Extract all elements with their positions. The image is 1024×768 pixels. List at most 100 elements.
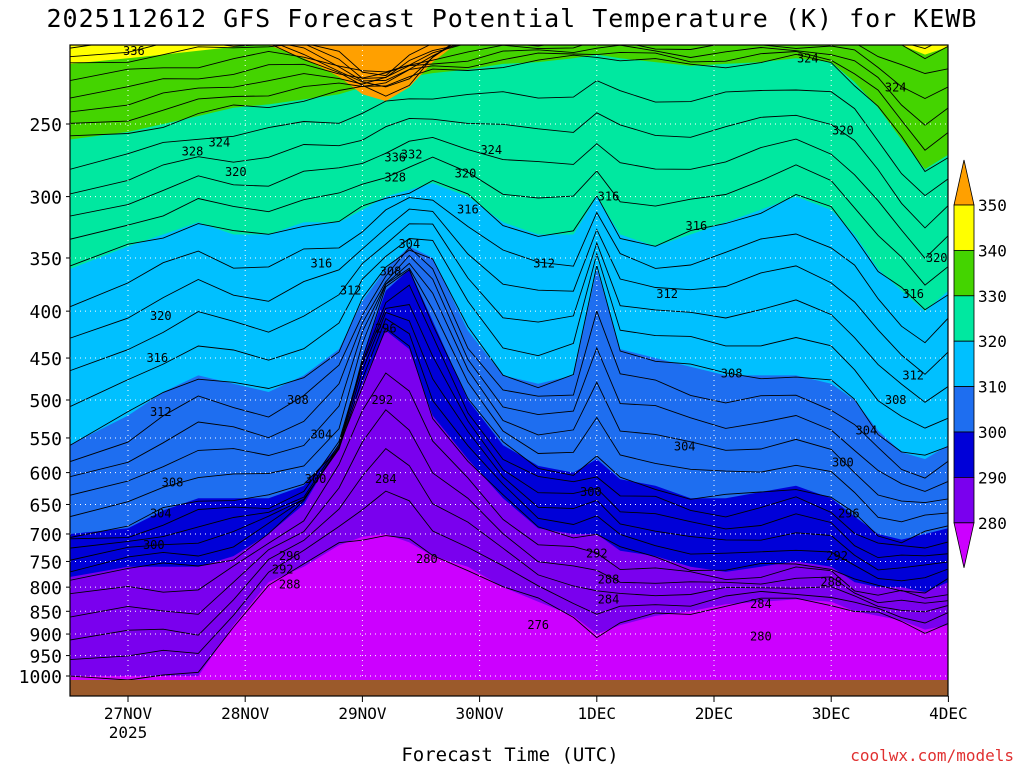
x-tick-label: 29NOV	[338, 704, 387, 723]
x-tick-label: 2DEC	[695, 704, 734, 723]
isotherm-line	[70, 269, 948, 544]
isotherm-line	[70, 246, 948, 479]
isotherm-line	[70, 372, 948, 599]
colorbar-label: 300	[978, 423, 1007, 442]
contour-label: 304	[311, 427, 333, 441]
isotherm-line	[70, 327, 948, 594]
colorbar-segment	[953, 340, 975, 388]
contour-label: 288	[973, 583, 995, 597]
isotherm-line	[70, 409, 948, 618]
x-tick-label: 28NOV	[221, 704, 270, 723]
isotherm-line	[70, 262, 948, 504]
contour-label: 300	[305, 472, 327, 486]
contour-label: 316	[146, 351, 168, 365]
y-tick-label: 900	[29, 625, 62, 646]
contour-label: 304	[150, 507, 172, 521]
isotherm-line	[70, 317, 948, 582]
y-tick-label: 800	[29, 578, 62, 599]
contour-label: 328	[182, 145, 204, 159]
y-tick-label: 600	[29, 464, 62, 485]
contour-label: 312	[150, 405, 172, 419]
isotherm-line	[70, 45, 948, 77]
x-tick-label: 3DEC	[812, 704, 851, 723]
contour-label: 336	[123, 44, 145, 58]
contour-label: 308	[721, 367, 743, 381]
x-tick-label: 30NOV	[456, 704, 505, 723]
y-tick-label: 350	[29, 249, 62, 270]
y-tick-label: 850	[29, 602, 62, 623]
y-tick-label: 450	[29, 349, 62, 370]
contour-label: 292	[272, 562, 294, 576]
contour-label: 308	[162, 475, 184, 489]
contour-label: 292	[371, 393, 393, 407]
x-tick-label: 4DEC	[929, 704, 968, 723]
contour-label: 284	[750, 597, 772, 611]
contour-label: 312	[656, 287, 678, 301]
y-tick-label: 650	[29, 496, 62, 517]
contour-label: 280	[973, 627, 995, 641]
contour-label: 280	[416, 552, 438, 566]
y-tick-label: 1000	[19, 667, 62, 688]
isotherm-line	[70, 303, 948, 559]
pressure-axis: 250 300 350 400 450 500 550 600 650 700 750 800 8509…	[19, 115, 70, 688]
isotherm-line	[271, 45, 452, 97]
contour-label: 304	[398, 237, 420, 251]
contour-label: 316	[311, 257, 333, 271]
contour-labels: 3363283243203363323283243203163163123203…	[123, 44, 1024, 643]
colorbar-label: 290	[978, 468, 1007, 487]
contour-label: 332	[401, 148, 423, 162]
isotherm-line	[70, 254, 948, 492]
isotherm-line	[70, 112, 948, 229]
isotherm-line	[70, 45, 948, 82]
contour-label: 320	[832, 123, 854, 137]
band-above-330	[70, 45, 948, 170]
contour-label: 284	[979, 609, 1001, 623]
y-tick-label: 750	[29, 552, 62, 573]
y-tick-label: 300	[29, 188, 62, 209]
isotherm-line	[70, 51, 948, 151]
colorbar-label: 310	[978, 378, 1007, 397]
x-axis-label: Forecast Time (UTC)	[401, 744, 619, 766]
y-tick-label: 550	[29, 429, 62, 450]
contour-label: 324	[797, 51, 819, 65]
colorbar-segment	[953, 431, 975, 478]
x-tick-label: 27NOV	[104, 704, 153, 723]
contour-label: 304	[674, 440, 696, 454]
colorbar-label: 340	[978, 241, 1007, 260]
isotherm-line	[70, 80, 948, 197]
y-tick-label: 500	[29, 391, 62, 412]
contour-label: 328	[949, 51, 971, 65]
colorbar-label: 350	[978, 196, 1007, 215]
colorbar-label: 320	[978, 332, 1007, 351]
isotherm-line	[70, 45, 948, 126]
contour-label: 336	[384, 151, 406, 165]
contour-label: 308	[287, 393, 309, 407]
x-tick-sublabel: 2025	[109, 723, 148, 742]
colorbar-label: 280	[978, 514, 1007, 533]
contour-label: 320	[150, 309, 172, 323]
contour-label: 296	[375, 322, 397, 336]
y-tick-label: 250	[29, 115, 62, 136]
y-tick-label: 400	[29, 302, 62, 323]
colorbar-label: 330	[978, 287, 1007, 306]
plot-frame	[69, 44, 949, 697]
contour-label: 304	[856, 424, 878, 438]
contour-label: 300	[580, 485, 602, 499]
contour-label: 316	[686, 219, 708, 233]
band-above-320	[70, 45, 948, 312]
colorbar-extend-low	[953, 522, 975, 568]
colorbar-legend: 280 290 300 310 320 330 340 350	[953, 159, 1007, 568]
y-tick-label: 700	[29, 525, 62, 546]
isotherm-line	[70, 238, 948, 429]
contour-label: 328	[1014, 190, 1024, 204]
ground-surface	[70, 680, 948, 696]
isotherm-line	[70, 208, 948, 375]
contour-label: 312	[533, 257, 555, 271]
contour-label: 292	[826, 549, 848, 563]
contour-label: 288	[820, 575, 842, 589]
contour-label: 324	[885, 80, 907, 94]
contour-label: 316	[457, 203, 479, 217]
contour-label: 308	[885, 393, 907, 407]
contour-label: 292	[973, 557, 995, 571]
isotherm-lines	[70, 45, 948, 681]
